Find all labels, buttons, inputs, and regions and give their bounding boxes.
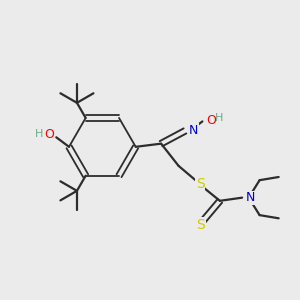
Text: H: H (215, 112, 224, 123)
Text: S: S (196, 218, 205, 232)
Text: S: S (196, 177, 205, 191)
Text: N: N (189, 124, 198, 137)
Text: H: H (34, 129, 43, 139)
Text: N: N (246, 191, 255, 204)
Text: O: O (44, 128, 54, 141)
Text: O: O (206, 114, 216, 127)
